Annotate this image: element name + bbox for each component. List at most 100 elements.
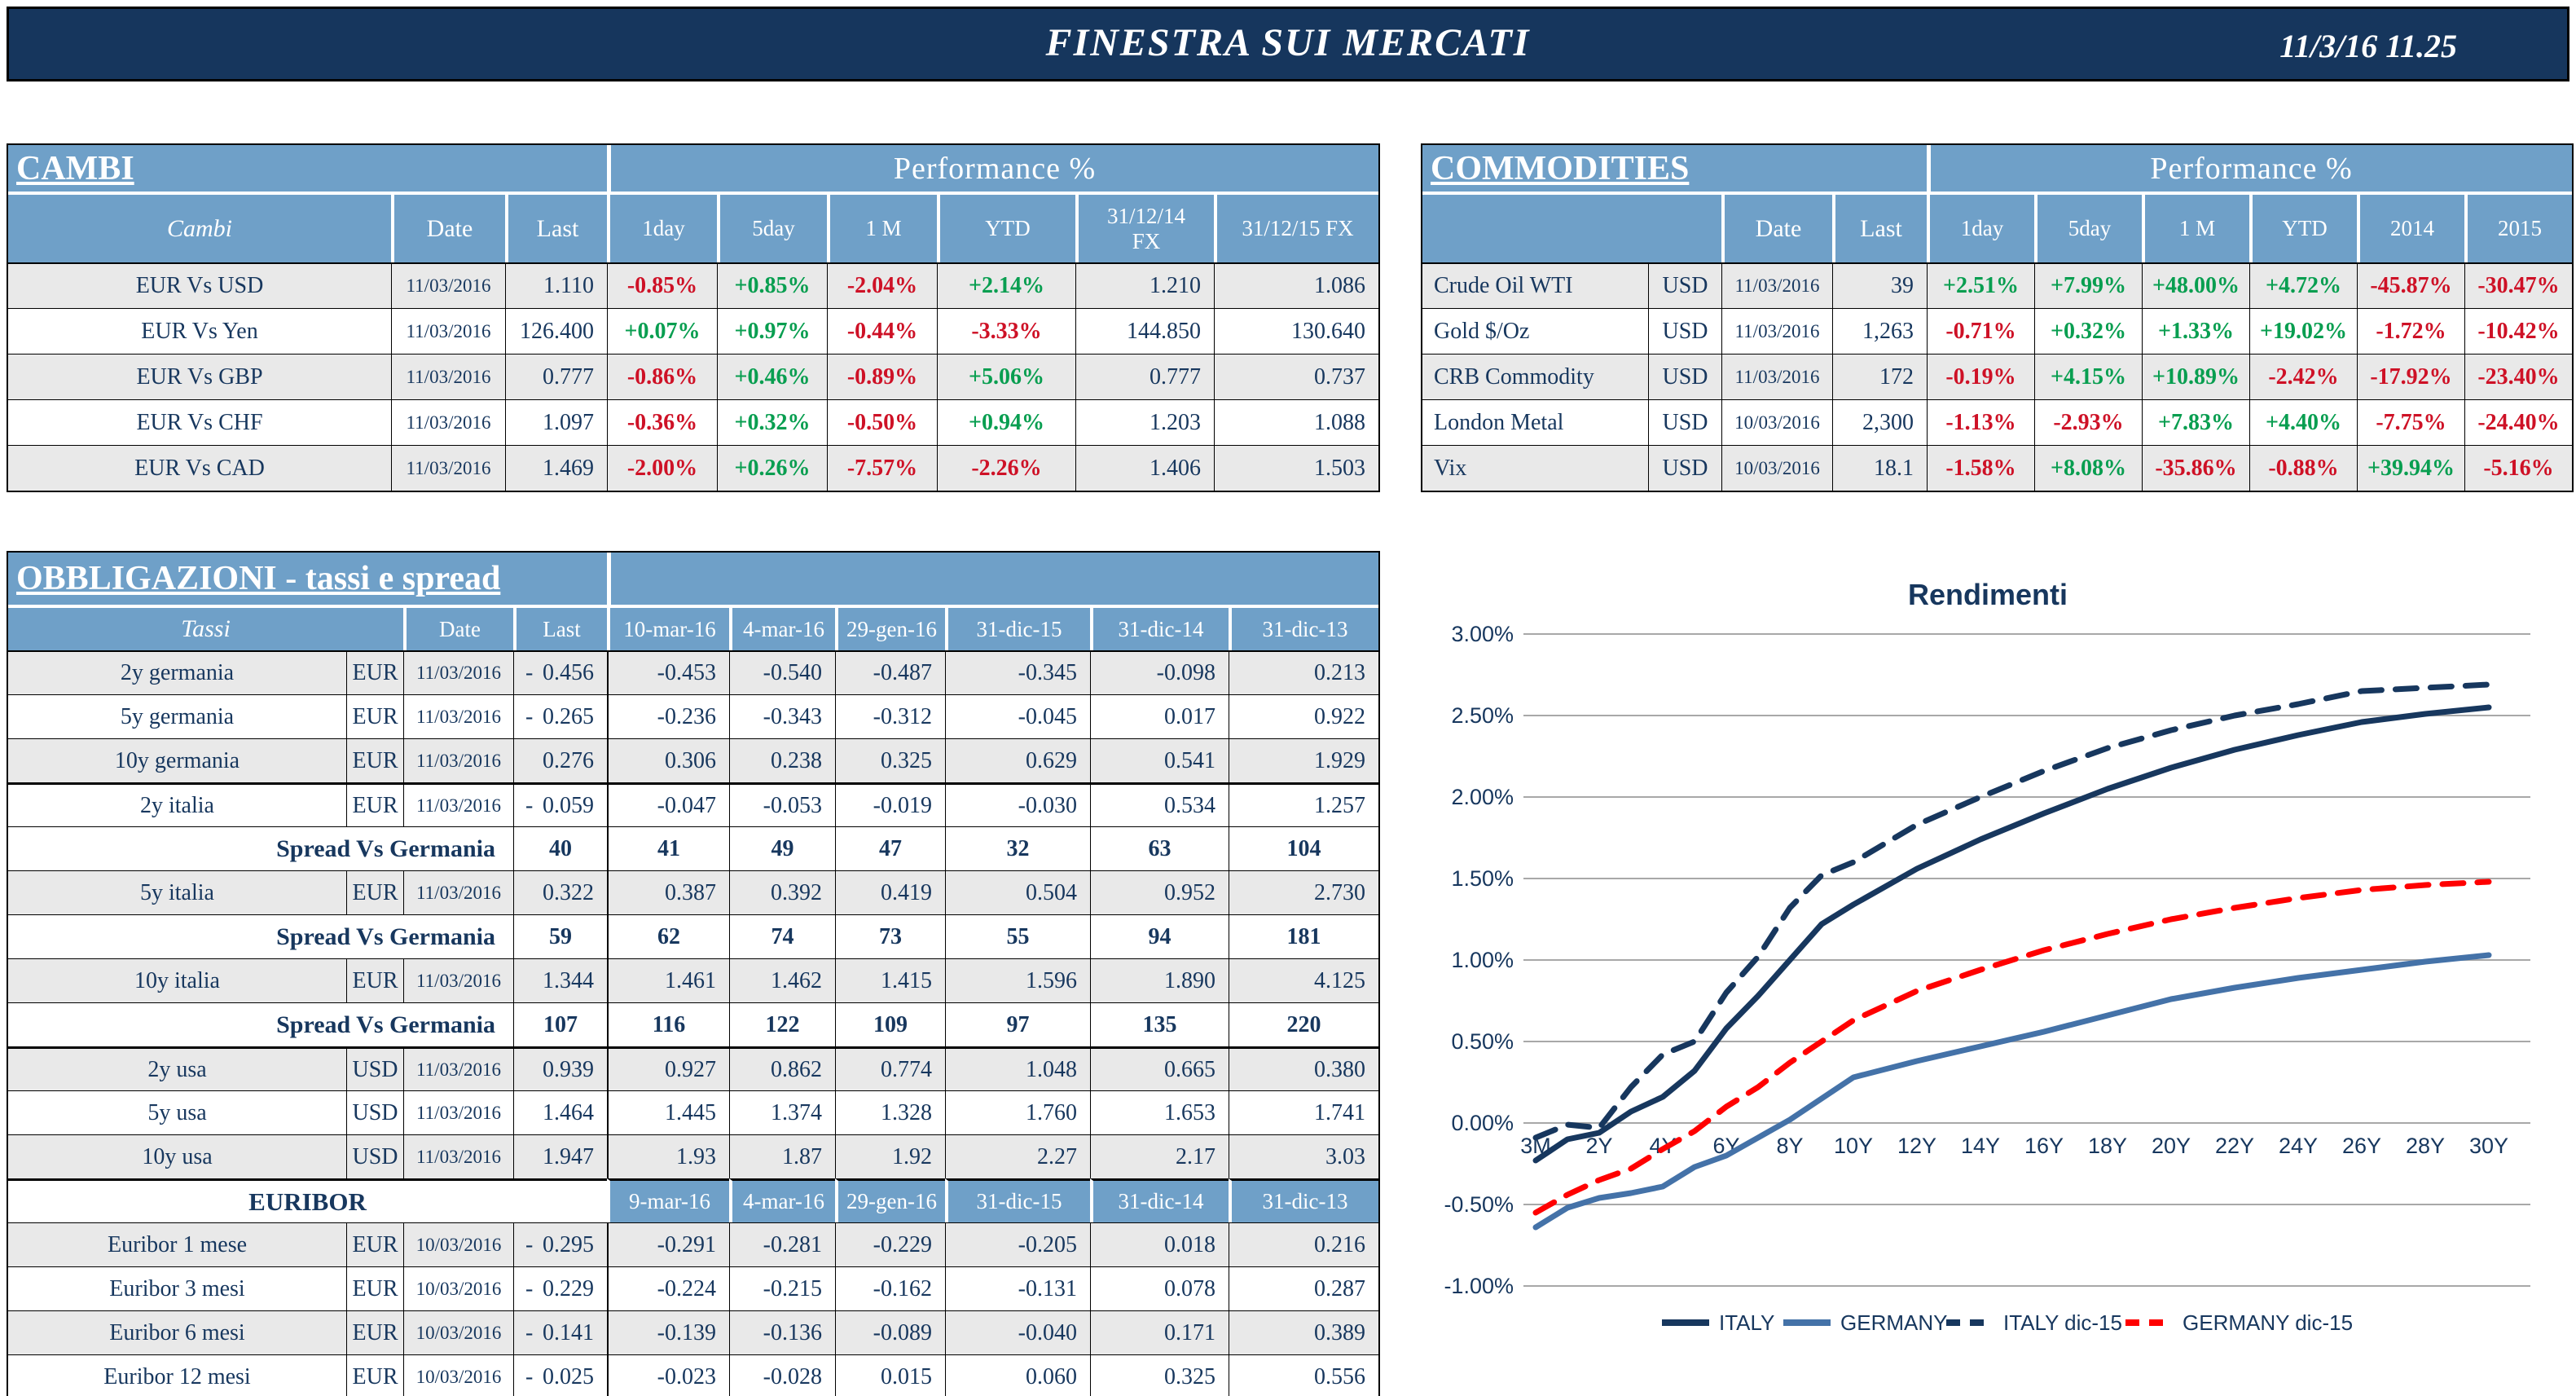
hist-value: 1.462 <box>729 958 835 1002</box>
section-title: OBBLIGAZIONI - tassi e spread <box>8 553 607 608</box>
euribor-column-header: 31-dic-13 <box>1229 1178 1378 1222</box>
hist-value: 1.87 <box>729 1134 835 1178</box>
row-name: Euribor 3 mesi <box>8 1266 346 1310</box>
row-last: -0.229 <box>513 1266 607 1310</box>
row-date: 11/03/2016 <box>391 262 505 308</box>
row-name: 5y italia <box>8 870 346 914</box>
perf-value: -2.00% <box>607 445 717 491</box>
hist-value: 0.380 <box>1229 1046 1378 1090</box>
perf-value: +0.32% <box>2034 308 2142 354</box>
column-header-hist: 31-dic-13 <box>1229 608 1378 650</box>
fx-value: 1.503 <box>1214 445 1378 491</box>
hist-value: 0.306 <box>607 738 729 782</box>
hist-value: 1.93 <box>607 1134 729 1178</box>
hist-value: -0.345 <box>945 650 1090 694</box>
perf-value: +4.72% <box>2249 262 2357 308</box>
row-name: London Metal <box>1422 399 1648 445</box>
fx-value: 0.737 <box>1214 354 1378 399</box>
x-axis-label: 30Y <box>2469 1134 2508 1158</box>
hist-value: 0.018 <box>1090 1222 1229 1266</box>
spread-value: 63 <box>1090 826 1229 870</box>
hist-value: 0.325 <box>1090 1354 1229 1396</box>
spread-last: 40 <box>513 826 607 870</box>
row-last: 0.276 <box>513 738 607 782</box>
hist-value: 1.415 <box>835 958 945 1002</box>
hist-value: 0.017 <box>1090 694 1229 738</box>
row-currency: EUR <box>346 650 403 694</box>
perf-value: -7.75% <box>2357 399 2464 445</box>
row-last: 1.464 <box>513 1090 607 1134</box>
perf-value: +8.08% <box>2034 445 2142 491</box>
minus-sign: - <box>525 792 534 818</box>
perf-value: -0.86% <box>607 354 717 399</box>
row-currency: EUR <box>346 1310 403 1354</box>
row-date: 11/03/2016 <box>391 445 505 491</box>
x-axis-label: 16Y <box>2024 1134 2064 1158</box>
perf-value: +7.83% <box>2142 399 2249 445</box>
row-date: 11/03/2016 <box>1721 262 1832 308</box>
spread-label: Spread Vs Germania <box>8 826 513 870</box>
row-last: 1.947 <box>513 1134 607 1178</box>
row-currency: EUR <box>346 1266 403 1310</box>
hist-value: 1.257 <box>1229 782 1378 826</box>
perf-value: -30.47% <box>2464 262 2572 308</box>
column-header-date: Date <box>403 608 513 650</box>
row-currency: EUR <box>346 782 403 826</box>
row-date: 10/03/2016 <box>403 1222 513 1266</box>
y-axis-label: 0.50% <box>1451 1029 1514 1054</box>
row-name: EUR Vs CHF <box>8 399 391 445</box>
spread-value: 47 <box>835 826 945 870</box>
hist-value: 0.325 <box>835 738 945 782</box>
perf-value: -45.87% <box>2357 262 2464 308</box>
row-name: Gold $/Oz <box>1422 308 1648 354</box>
hist-value: 0.238 <box>729 738 835 782</box>
euribor-column-header: 31-dic-14 <box>1090 1178 1229 1222</box>
row-date: 11/03/2016 <box>403 694 513 738</box>
row-currency: USD <box>346 1046 403 1090</box>
column-header-perf: 1day <box>607 195 717 262</box>
hist-value: 1.92 <box>835 1134 945 1178</box>
column-header-last: Last <box>505 195 607 262</box>
hist-value: -0.343 <box>729 694 835 738</box>
spread-value: 135 <box>1090 1002 1229 1046</box>
section-title: COMMODITIES <box>1422 145 1927 195</box>
legend-label-italy-dic-15: ITALY dic-15 <box>2003 1310 2122 1335</box>
hist-value: 1.741 <box>1229 1090 1378 1134</box>
perf-value: -10.42% <box>2464 308 2572 354</box>
y-axis-label: -0.50% <box>1444 1192 1514 1217</box>
column-header-perf: YTD <box>2249 195 2357 262</box>
hist-value: 0.392 <box>729 870 835 914</box>
hist-value: 1.048 <box>945 1046 1090 1090</box>
hist-value: -0.453 <box>607 650 729 694</box>
hist-value: 0.171 <box>1090 1310 1229 1354</box>
row-date: 10/03/2016 <box>1721 445 1832 491</box>
spread-value: 181 <box>1229 914 1378 958</box>
hist-value: 0.419 <box>835 870 945 914</box>
row-name: 2y usa <box>8 1046 346 1090</box>
column-header-perf: 2014 <box>2357 195 2464 262</box>
perf-value: +4.40% <box>2249 399 2357 445</box>
row-date: 11/03/2016 <box>403 782 513 826</box>
column-header-perf: 1 M <box>2142 195 2249 262</box>
row-name: Vix <box>1422 445 1648 491</box>
column-header-perf: 5day <box>717 195 827 262</box>
x-axis-label: 26Y <box>2342 1134 2381 1158</box>
fx-value: 144.850 <box>1075 308 1214 354</box>
row-name: 10y usa <box>8 1134 346 1178</box>
perf-value: -1.58% <box>1927 445 2034 491</box>
row-currency: USD <box>1648 354 1721 399</box>
hist-value: 0.952 <box>1090 870 1229 914</box>
column-header-last: Last <box>513 608 607 650</box>
column-header-perf: 2015 <box>2464 195 2572 262</box>
perf-value: +4.15% <box>2034 354 2142 399</box>
hist-value: -0.205 <box>945 1222 1090 1266</box>
x-axis-label: 12Y <box>1897 1134 1936 1158</box>
column-header-hist: 29-gen-16 <box>835 608 945 650</box>
row-name: 10y italia <box>8 958 346 1002</box>
y-axis-label: 0.00% <box>1451 1111 1514 1135</box>
perf-value: -2.42% <box>2249 354 2357 399</box>
spread-label: Spread Vs Germania <box>8 914 513 958</box>
last-value: 0.229 <box>543 1275 594 1301</box>
row-last: -0.265 <box>513 694 607 738</box>
row-last: 39 <box>1832 262 1927 308</box>
